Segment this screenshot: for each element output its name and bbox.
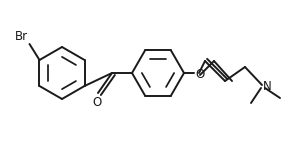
Text: O: O bbox=[92, 96, 102, 109]
Text: O: O bbox=[195, 68, 204, 81]
Text: N: N bbox=[263, 80, 272, 92]
Text: Br: Br bbox=[15, 30, 28, 43]
